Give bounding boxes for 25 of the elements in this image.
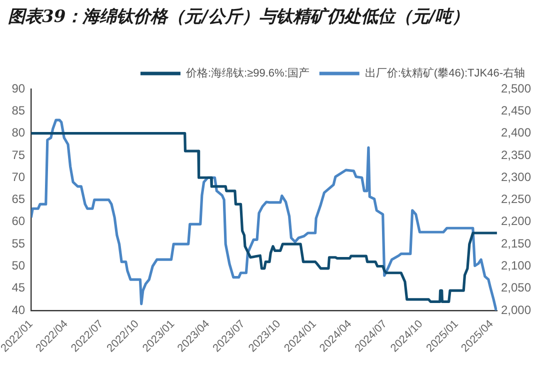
y2-tick-label: 2,050 bbox=[500, 280, 532, 295]
y-tick-label: 55 bbox=[12, 236, 26, 250]
y-tick-label: 70 bbox=[12, 170, 26, 184]
y2-tick-label: 2,400 bbox=[500, 126, 532, 140]
y-tick-label: 75 bbox=[12, 148, 26, 162]
y2-tick-label: 2,300 bbox=[500, 170, 532, 184]
chart-title: 图表39：海绵钛价格（元/公斤）与钛精矿仍处低位（元/吨） bbox=[8, 6, 470, 29]
y-tick-label: 90 bbox=[12, 81, 26, 96]
y2-tick-label: 2,150 bbox=[500, 236, 532, 250]
legend-label: 价格:海绵钛:≥99.6%:国产 bbox=[184, 66, 310, 80]
y2-tick-label: 2,500 bbox=[500, 81, 532, 96]
y-tick-label: 45 bbox=[12, 280, 26, 295]
y2-tick-label: 2,250 bbox=[500, 192, 532, 206]
y-tick-label: 60 bbox=[12, 214, 26, 228]
y-tick-label: 40 bbox=[12, 302, 26, 317]
legend-label: 出厂价:钛精矿(攀46):TJK46-右轴 bbox=[364, 66, 526, 80]
y-tick-label: 65 bbox=[12, 192, 26, 206]
y2-tick-label: 2,200 bbox=[500, 214, 532, 228]
y2-tick-label: 2,350 bbox=[500, 148, 532, 162]
y-tick-label: 85 bbox=[12, 103, 26, 118]
y2-tick-label: 2,100 bbox=[500, 258, 532, 273]
y-tick-label: 50 bbox=[12, 258, 26, 273]
y2-tick-label: 2,000 bbox=[500, 302, 532, 317]
y-tick-label: 80 bbox=[12, 126, 26, 140]
y2-tick-label: 2,450 bbox=[500, 103, 532, 118]
